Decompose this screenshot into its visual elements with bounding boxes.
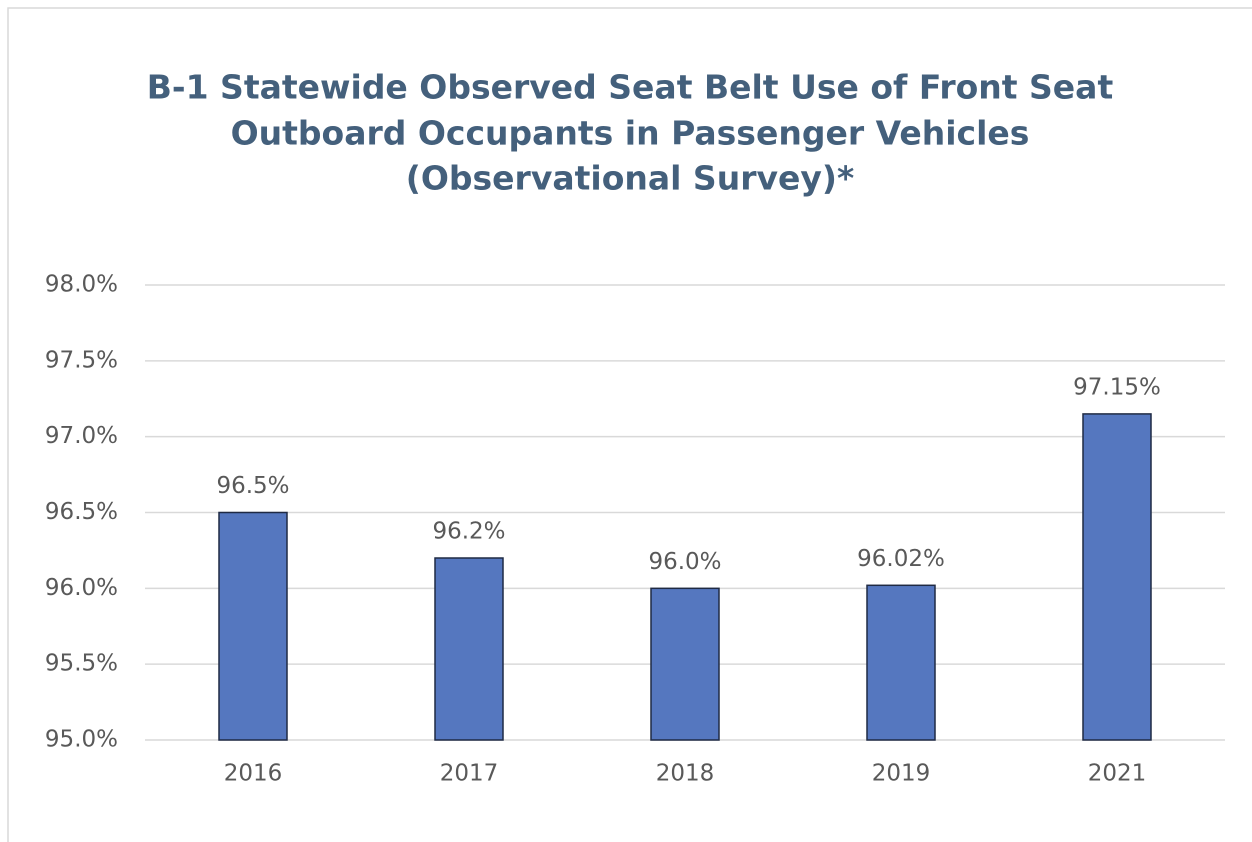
data-label: 96.0% [648,549,721,575]
x-tick-label: 2017 [440,761,499,787]
bar [1082,413,1152,741]
data-label: 96.2% [432,519,505,545]
x-tick-label: 2021 [1088,761,1147,787]
y-tick-label: 96.5% [45,499,118,525]
data-label: 96.02% [857,546,945,572]
data-label: 97.15% [1073,374,1161,400]
y-tick-label: 98.0% [45,272,118,298]
y-tick-label: 97.5% [45,347,118,373]
bar [650,587,720,741]
bar [434,557,504,741]
chart-title: (Observational Survey)* [406,159,854,198]
y-tick-label: 97.0% [45,423,118,449]
y-tick-label: 95.0% [45,727,118,753]
bar [218,511,288,741]
bar [866,584,936,741]
data-label: 96.5% [216,473,289,499]
y-tick-label: 96.0% [45,575,118,601]
y-tick-label: 95.5% [45,651,118,677]
x-tick-label: 2019 [872,761,931,787]
x-tick-label: 2016 [224,761,283,787]
chart-title: B-1 Statewide Observed Seat Belt Use of … [147,68,1114,107]
chart-title: Outboard Occupants in Passenger Vehicles [231,114,1030,153]
chart-border [7,7,1252,842]
x-tick-label: 2018 [656,761,715,787]
